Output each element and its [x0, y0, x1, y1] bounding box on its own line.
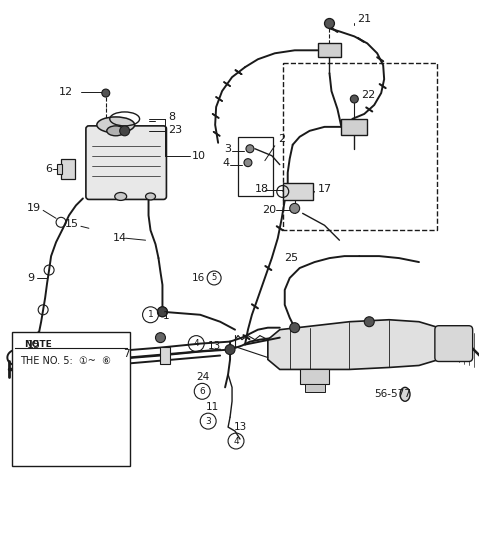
Bar [283, 63, 437, 230]
Text: 56-577: 56-577 [374, 389, 411, 399]
Text: 14: 14 [113, 233, 127, 243]
Bar [318, 43, 341, 57]
Text: 3: 3 [224, 144, 231, 154]
Text: 22: 22 [361, 90, 375, 100]
Bar [66, 346, 76, 365]
Ellipse shape [115, 193, 127, 200]
Text: 6: 6 [45, 164, 52, 173]
Polygon shape [268, 320, 447, 369]
Text: 13: 13 [208, 340, 221, 351]
Text: 2: 2 [108, 345, 114, 354]
Bar [61, 159, 75, 178]
Bar [283, 182, 312, 200]
Bar [300, 369, 329, 384]
Text: 20: 20 [262, 205, 276, 215]
Text: 7: 7 [123, 349, 129, 358]
Text: 11: 11 [206, 402, 219, 412]
Text: 13: 13 [234, 422, 247, 432]
Text: 19: 19 [27, 203, 41, 214]
Text: 1: 1 [162, 311, 169, 321]
Circle shape [324, 19, 335, 29]
Circle shape [290, 323, 300, 333]
Text: 5: 5 [212, 273, 217, 283]
Text: 12: 12 [59, 87, 73, 97]
Text: 9: 9 [27, 273, 35, 283]
Text: 17: 17 [318, 183, 332, 193]
Circle shape [156, 333, 166, 343]
Text: 24: 24 [196, 372, 209, 383]
FancyBboxPatch shape [435, 326, 473, 361]
Text: 4: 4 [193, 339, 199, 348]
Text: 21: 21 [357, 14, 372, 25]
Bar [341, 119, 367, 135]
Text: 15: 15 [27, 340, 41, 350]
Circle shape [102, 89, 110, 97]
Circle shape [244, 159, 252, 167]
Ellipse shape [400, 388, 410, 401]
Circle shape [157, 307, 168, 317]
Bar [305, 384, 324, 393]
Circle shape [157, 307, 168, 317]
Text: 2: 2 [278, 134, 285, 144]
Ellipse shape [145, 193, 156, 200]
Text: 6: 6 [199, 387, 205, 396]
Text: 25: 25 [284, 253, 298, 263]
Text: 16: 16 [192, 273, 205, 283]
Ellipse shape [97, 117, 134, 133]
Circle shape [246, 145, 254, 153]
Text: 4: 4 [222, 158, 229, 167]
Circle shape [364, 317, 374, 327]
Text: 15: 15 [65, 219, 79, 229]
Text: 8: 8 [168, 112, 176, 122]
Text: 10: 10 [192, 150, 206, 161]
Bar [12, 332, 130, 466]
Text: THE NO. 5:  ①~  ⑥: THE NO. 5: ①~ ⑥ [20, 356, 111, 366]
Ellipse shape [107, 126, 125, 136]
Text: 1: 1 [148, 310, 154, 320]
Bar [160, 346, 170, 365]
Text: 23: 23 [168, 125, 182, 135]
Circle shape [120, 126, 130, 136]
Bar [111, 346, 120, 365]
Text: 18: 18 [255, 183, 269, 193]
Text: 3: 3 [205, 417, 211, 425]
Text: 4: 4 [233, 436, 239, 446]
Text: NOTE: NOTE [24, 340, 51, 349]
Circle shape [225, 345, 235, 355]
Circle shape [290, 204, 300, 214]
Bar [57, 164, 62, 173]
FancyBboxPatch shape [86, 126, 167, 199]
Bar [238, 137, 273, 197]
Circle shape [350, 95, 358, 103]
